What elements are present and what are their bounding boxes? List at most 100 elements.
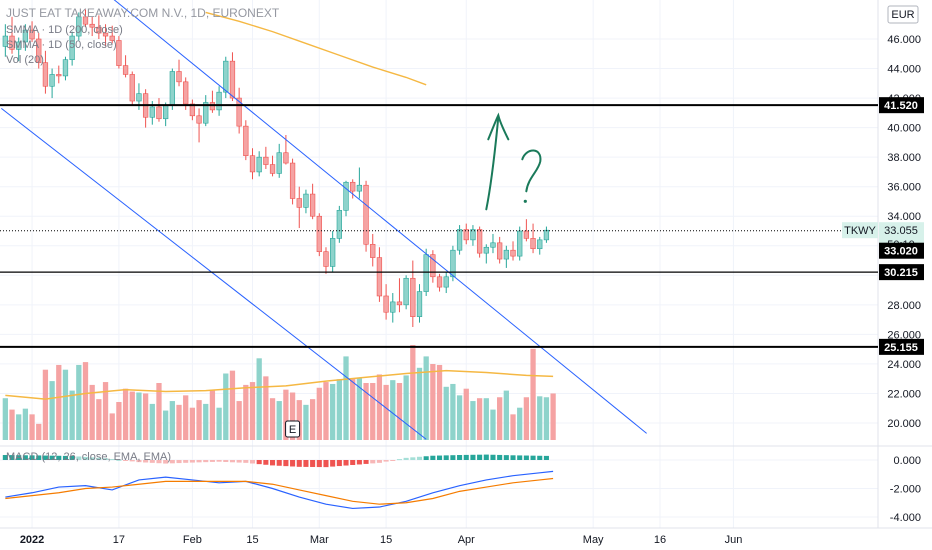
candle-body[interactable] [96,26,102,34]
candle-body[interactable] [163,105,169,120]
candle-body[interactable] [423,254,429,292]
candle-body[interactable] [343,181,349,211]
candle-body[interactable] [410,277,416,317]
earnings-marker[interactable] [285,420,301,438]
candle-body[interactable] [443,276,449,288]
candle-body[interactable] [209,102,216,111]
candle-body[interactable] [196,115,202,124]
candle-body[interactable] [263,156,269,165]
candle-body[interactable] [122,65,129,75]
candle-body[interactable] [450,249,456,278]
candle-body[interactable] [483,246,489,254]
candle-body[interactable] [229,60,236,99]
candle-body[interactable] [56,74,62,77]
price-axis[interactable]: 20.00022.00024.00026.00028.00030.00032.0… [842,34,924,524]
candle-body[interactable] [136,93,142,102]
candle-body[interactable] [216,91,222,111]
candle-body[interactable] [476,229,483,254]
candle-body[interactable] [403,277,409,306]
macd-histogram-bar [396,459,402,461]
candle-body[interactable] [243,125,249,156]
candle-body[interactable] [82,16,89,25]
candle-body[interactable] [430,254,436,278]
candle-body[interactable] [356,184,363,192]
candle-body[interactable] [169,71,175,106]
candle-body[interactable] [463,229,469,241]
candle-body[interactable] [537,239,543,250]
candle-body[interactable] [376,257,383,297]
candle-body[interactable] [510,249,516,257]
time-tick-label: Jun [725,534,743,546]
indicator-macd[interactable]: MACD (12, 26, close, EMA, EMA) [6,451,171,463]
candle-body[interactable] [396,301,403,306]
candle-body[interactable] [22,29,29,43]
candle-body[interactable] [383,295,389,313]
level-label-box[interactable] [879,242,924,259]
candle-body[interactable] [9,35,15,50]
candle-body[interactable] [256,156,262,173]
candle-body[interactable] [183,81,189,105]
candle-body[interactable] [456,229,463,251]
candle-body[interactable] [523,230,530,239]
candle-body[interactable] [323,251,329,267]
candle-body[interactable] [497,242,503,260]
candle-body[interactable] [363,184,369,245]
candle-body[interactable] [283,152,289,164]
candle-body[interactable] [309,193,316,217]
level-label-box[interactable] [879,97,924,114]
candle-body[interactable] [156,106,162,120]
candle-body[interactable] [109,35,115,41]
candle-body[interactable] [289,162,296,199]
candle-body[interactable] [316,215,322,252]
candle-body[interactable] [49,74,55,87]
candle-body[interactable] [42,62,49,87]
candle-body[interactable] [276,152,282,174]
candle-body[interactable] [16,41,22,50]
candle-body[interactable] [203,102,209,124]
currency-badge[interactable] [887,5,919,24]
candle-body[interactable] [296,198,302,208]
candle-body[interactable] [223,60,229,93]
level-label-box[interactable] [879,264,924,281]
candle-body[interactable] [517,230,523,257]
candle-body[interactable] [370,243,376,258]
indicator-smma-200[interactable]: SMMA · 1D (200, close) [6,24,123,36]
candle-body[interactable] [336,210,342,239]
candle-body[interactable] [436,276,443,288]
candle-body[interactable] [269,164,276,174]
candle-body[interactable] [350,181,356,192]
candle-body[interactable] [470,229,476,241]
level-label-box[interactable] [879,338,924,355]
candle-body[interactable] [543,229,550,241]
candle-body[interactable] [390,301,396,313]
candle-body[interactable] [189,103,196,117]
candle-body[interactable] [490,242,496,248]
candle-body[interactable] [36,38,42,63]
candle-body[interactable] [76,16,82,37]
indicator-volume[interactable]: Vol (20) [6,54,44,66]
symbol-badge[interactable] [842,222,878,239]
volume-bar [22,408,29,440]
candle-body[interactable] [530,238,536,250]
candle-body[interactable] [29,29,35,40]
candle-body[interactable] [503,249,509,260]
candle-body[interactable] [149,106,155,118]
candle-body[interactable] [69,35,75,60]
candle-body[interactable] [102,32,109,37]
candle-body[interactable] [416,291,423,317]
candle-body[interactable] [249,155,256,173]
volume-bar [470,401,476,440]
candle-body[interactable] [129,74,135,102]
candle-body[interactable] [330,238,336,267]
candle-body[interactable] [89,23,95,28]
candle-body[interactable] [303,193,309,208]
indicator-smma-50[interactable]: SMMA · 1D (50, close) [6,39,117,51]
candle-body[interactable] [2,35,8,47]
candle-body[interactable] [236,97,242,127]
macd-histogram-bar [9,455,15,460]
candle-body[interactable] [116,40,122,66]
time-axis[interactable]: 2022 17 Feb 15 Mar 15 Apr May 16 Jun [20,534,743,546]
candle-body[interactable] [62,59,69,77]
candle-body[interactable] [176,71,182,83]
